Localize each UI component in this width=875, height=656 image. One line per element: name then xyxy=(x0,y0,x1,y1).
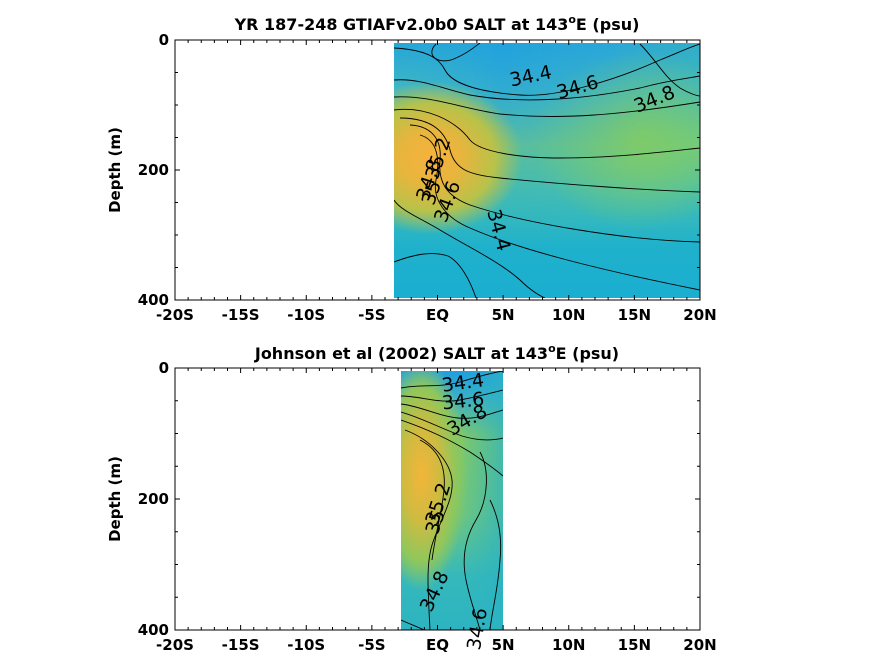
contour-line xyxy=(394,96,700,117)
x-tick-label: -5S xyxy=(358,636,385,654)
x-tick-label: 20N xyxy=(683,306,716,324)
chart-panel-model: YR 187-248 GTIAFv2.0b0 SALT at 143oE (ps… xyxy=(106,13,717,324)
contour-label: 34.6 xyxy=(441,388,485,414)
contour-line xyxy=(419,134,700,291)
y-axis-label: Depth (m) xyxy=(106,127,124,213)
salinity-field-model xyxy=(394,43,700,298)
panel-1-title: YR 187-248 GTIAFv2.0b0 SALT at 143oE (ps… xyxy=(234,13,640,34)
x-tick-label: EQ xyxy=(426,306,449,324)
contour-line xyxy=(401,419,503,477)
y-tick-label: 0 xyxy=(159,359,169,377)
x-tick-label: -20S xyxy=(156,306,194,324)
x-tick-label: -15S xyxy=(222,636,260,654)
x-tick-label: -20S xyxy=(156,636,194,654)
contour-line xyxy=(401,389,503,402)
y-tick-label: 200 xyxy=(138,161,169,179)
contour-line xyxy=(639,43,700,97)
contour-line xyxy=(394,199,546,298)
salinity-field-observed xyxy=(401,371,503,630)
contour-line xyxy=(394,43,700,96)
contour-line xyxy=(404,429,453,630)
x-tick-label: -15S xyxy=(222,306,260,324)
x-tick-label: 15N xyxy=(618,306,651,324)
y-tick-label: 400 xyxy=(138,291,169,309)
x-tick-label: -5S xyxy=(358,306,385,324)
contour-line xyxy=(401,411,503,441)
contour-line xyxy=(463,451,487,630)
contour-line xyxy=(399,117,700,193)
x-tick-label: 5N xyxy=(492,306,515,324)
contour-line xyxy=(401,619,425,630)
contour-line xyxy=(394,253,477,298)
y-tick-label: 200 xyxy=(138,490,169,508)
contour-line xyxy=(419,439,445,561)
y-tick-label: 0 xyxy=(159,31,169,49)
contour-line xyxy=(394,75,700,101)
chart-panel-observed: Johnson et al (2002) SALT at 143oE (psu)… xyxy=(106,342,717,654)
y-ticks-observed: 0 200 400 xyxy=(138,359,700,639)
y-tick-label: 400 xyxy=(138,621,169,639)
x-ticks-model: -20S -15S -10S -5S EQ 5N 10N 15N 20N xyxy=(156,40,717,324)
x-tick-label: 10N xyxy=(552,306,585,324)
x-tick-label: 15N xyxy=(618,636,651,654)
x-tick-label: 10N xyxy=(552,636,585,654)
contour-line xyxy=(401,403,503,419)
y-axis-label: Depth (m) xyxy=(106,456,124,542)
x-tick-label: -10S xyxy=(287,636,325,654)
x-tick-label: 5N xyxy=(492,636,515,654)
x-tick-label: 20N xyxy=(683,636,716,654)
contour-line xyxy=(489,499,502,630)
x-tick-label: -10S xyxy=(287,306,325,324)
contour-line xyxy=(394,108,700,159)
x-ticks-observed: -20S -15S -10S -5S EQ 5N 10N 15N 20N xyxy=(156,368,717,654)
panel-2-title: Johnson et al (2002) SALT at 143oE (psu) xyxy=(254,342,619,363)
contour-line xyxy=(409,124,700,243)
contour-line xyxy=(401,371,503,389)
y-ticks-model: 0 200 400 xyxy=(138,31,700,309)
contour-line xyxy=(431,43,481,62)
x-tick-label: EQ xyxy=(426,636,449,654)
